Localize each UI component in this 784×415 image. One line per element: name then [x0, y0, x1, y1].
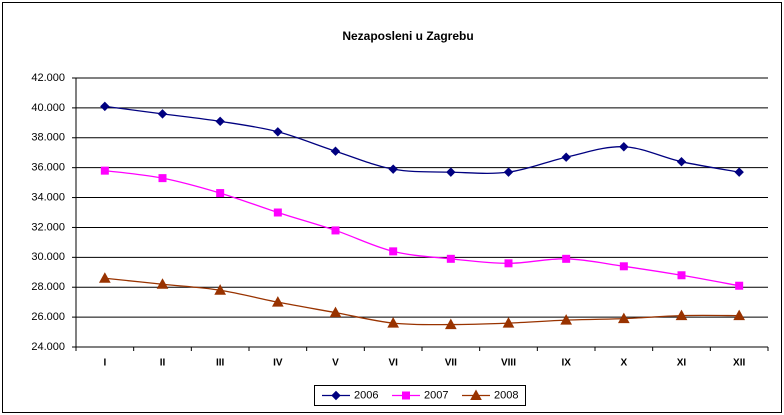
marker: [100, 101, 110, 112]
marker: [157, 109, 168, 119]
y-tick-label: 36.000: [31, 162, 65, 174]
x-tick-label: II: [160, 358, 166, 369]
y-tick-label: 40.000: [31, 102, 65, 114]
marker: [446, 254, 455, 263]
marker: [735, 281, 744, 290]
marker: [273, 208, 282, 217]
marker: [446, 167, 456, 177]
marker: [734, 167, 744, 177]
y-tick-label: 26.000: [31, 311, 65, 323]
marker: [98, 272, 111, 283]
marker: [504, 259, 513, 268]
marker: [502, 317, 515, 328]
marker: [388, 164, 398, 174]
marker: [561, 152, 571, 162]
marker: [402, 391, 410, 400]
series-line: [104, 105, 740, 175]
y-tick-label: 34.000: [31, 191, 65, 203]
marker: [156, 278, 169, 289]
marker: [331, 390, 341, 401]
marker: [215, 116, 225, 127]
marker: [216, 189, 225, 198]
marker: [271, 296, 284, 307]
marker: [676, 156, 687, 167]
x-tick-label: VIII: [501, 358, 516, 369]
marker: [560, 314, 573, 325]
x-tick-label: I: [103, 358, 106, 369]
marker: [619, 262, 628, 271]
x-tick-label: VII: [445, 358, 457, 369]
series-line: [104, 277, 740, 326]
x-tick-label: III: [216, 358, 225, 369]
y-tick-label: 42.000: [31, 72, 65, 84]
marker: [387, 317, 400, 328]
x-tick-label: X: [620, 358, 627, 369]
y-tick-label: 32.000: [31, 221, 65, 233]
series-line: [104, 170, 740, 287]
marker: [619, 142, 629, 152]
marker: [273, 127, 283, 137]
marker: [329, 306, 342, 318]
x-tick-label: XI: [677, 358, 687, 369]
x-tick-label: V: [332, 358, 339, 369]
x-tick-label: IV: [273, 358, 283, 369]
marker: [503, 167, 514, 177]
marker: [330, 146, 341, 156]
marker: [470, 389, 482, 400]
x-tick-label: IX: [561, 358, 571, 369]
marker: [444, 318, 457, 330]
marker: [158, 174, 167, 183]
y-tick-label: 30.000: [31, 251, 65, 263]
marker: [677, 271, 686, 280]
marker: [214, 284, 227, 295]
y-tick-label: 28.000: [31, 281, 65, 293]
x-tick-label: VI: [388, 358, 398, 369]
marker: [675, 309, 688, 321]
marker: [331, 226, 340, 235]
marker: [617, 312, 630, 324]
y-tick-label: 24.000: [31, 341, 65, 353]
legend-label: 2006: [354, 389, 378, 401]
marker: [733, 309, 746, 321]
marker: [562, 254, 571, 263]
y-tick-label: 38.000: [31, 132, 65, 144]
x-tick-label: XII: [733, 358, 745, 369]
legend-label: 2008: [494, 389, 518, 401]
legend-label: 2007: [424, 389, 448, 401]
marker: [100, 166, 109, 175]
chart-title: Nezaposleni u Zagrebu: [342, 29, 473, 43]
marker: [389, 247, 398, 256]
